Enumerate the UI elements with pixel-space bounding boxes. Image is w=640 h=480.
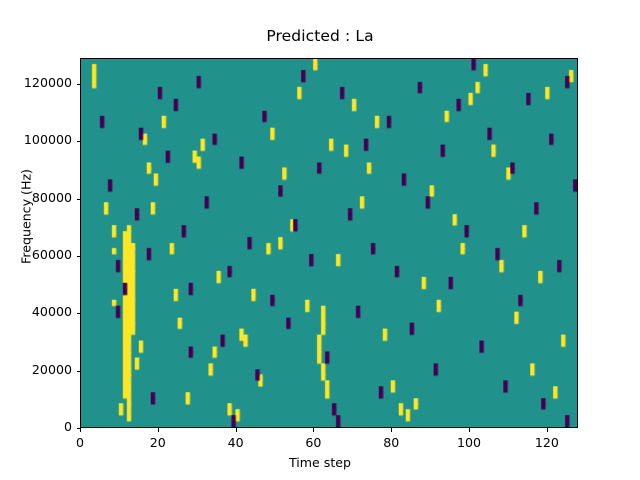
y-tick-label: 40000 — [31, 304, 72, 320]
x-tick-label: 60 — [305, 435, 322, 450]
y-tick-mark — [76, 199, 80, 201]
chart-title: Predicted : La — [266, 27, 374, 45]
x-tick-mark — [236, 428, 238, 432]
y-tick-mark — [76, 141, 80, 143]
x-tick-label: 80 — [383, 435, 400, 450]
y-tick-label: 120000 — [23, 74, 72, 90]
x-tick-label: 0 — [75, 435, 84, 450]
y-tick-mark — [76, 428, 80, 430]
x-tick-label: 100 — [457, 435, 482, 450]
x-tick-mark — [391, 428, 393, 432]
y-tick-mark — [76, 371, 80, 373]
y-tick-label: 80000 — [31, 189, 72, 205]
y-tick-mark — [76, 313, 80, 315]
y-tick-label: 60000 — [31, 246, 72, 262]
x-tick-mark — [80, 428, 82, 432]
x-tick-label: 20 — [149, 435, 166, 450]
heatmap-canvas — [81, 59, 577, 427]
x-tick-mark — [158, 428, 160, 432]
y-tick-mark — [76, 256, 80, 258]
y-axis-label: Frequency (Hz) — [18, 169, 34, 264]
y-tick-label: 0 — [63, 419, 72, 434]
x-tick-mark — [469, 428, 471, 432]
y-tick-label: 20000 — [31, 361, 72, 377]
x-axis-label: Time step — [288, 455, 352, 470]
x-tick-mark — [547, 428, 549, 432]
x-tick-label: 40 — [227, 435, 244, 450]
x-tick-mark — [313, 428, 315, 432]
y-tick-label: 100000 — [23, 132, 72, 148]
x-tick-label: 120 — [534, 435, 559, 450]
y-tick-mark — [76, 84, 80, 86]
spectrogram-axes — [80, 58, 578, 428]
